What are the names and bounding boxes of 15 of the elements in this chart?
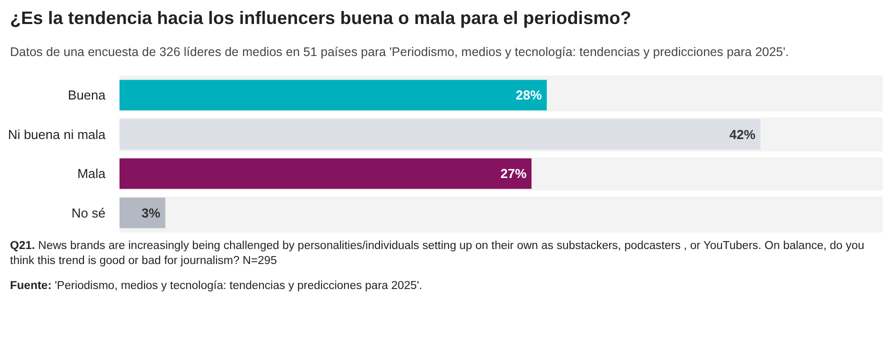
y-tick-label: Buena [68, 88, 106, 103]
y-tick-label: Mala [77, 166, 106, 182]
chart-title: ¿Es la tendencia hacia los influencers buena o mala para el periodismo? [10, 7, 632, 30]
data-label: 3% [141, 205, 161, 220]
bar [120, 158, 532, 189]
y-tick-label: Ni buena ni mala [8, 126, 106, 142]
data-label: 27% [500, 166, 527, 182]
bar [120, 80, 547, 110]
y-tick-label: No sé [72, 205, 106, 220]
data-label: 42% [729, 126, 756, 142]
text: Q21. News brands are increasingly being challenged by personalities/individuals setting up on their own as substackers, podcasters , or YouTubers. On balance, do you think this trend is good or bad for journalism? N=295 [10, 239, 866, 269]
chart-subtitle: Datos de una encuesta de 326 líderes de medios en 51 países para 'Periodismo, medios y tecnología: tendencias y predicciones para 2025'. [10, 44, 789, 61]
data-label: 28% [516, 88, 542, 103]
source-note: Fuente: 'Periodismo, medios y tecnología: tendencias y predicciones para 2025'. [10, 279, 422, 294]
bar [120, 198, 166, 228]
